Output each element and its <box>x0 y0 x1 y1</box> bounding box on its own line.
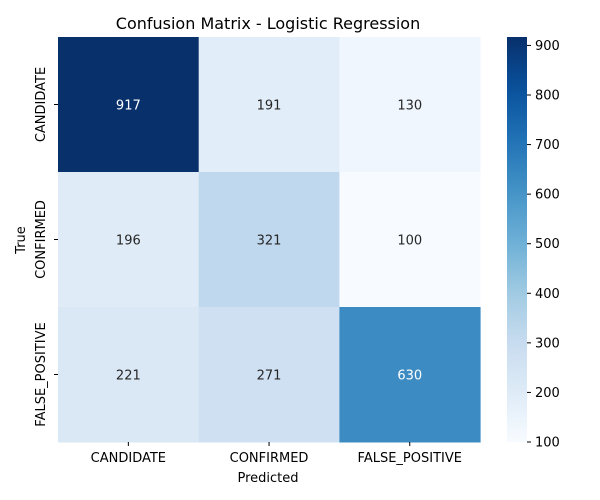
colorbar-tick-label: 900 <box>535 39 560 54</box>
x-axis-ticks: CANDIDATE CONFIRMED FALSE_POSITIVE <box>91 442 462 466</box>
y-axis-label: True <box>14 226 29 255</box>
cell-value-label: 221 <box>116 369 141 384</box>
x-tick-label: CONFIRMED <box>230 451 309 466</box>
colorbar-tick-label: 100 <box>535 436 560 451</box>
heatmap-cell <box>339 37 481 173</box>
cell-value-label: 271 <box>257 369 282 384</box>
cell-value-label: 196 <box>116 234 141 249</box>
chart-title: Confusion Matrix - Logistic Regression <box>116 14 420 33</box>
cell-value-label: 100 <box>397 234 422 249</box>
colorbar-tick-label: 400 <box>535 287 560 302</box>
cell-value-label: 321 <box>257 234 282 249</box>
heatmap-cell-labels: 917 191 130 196 321 100 221 271 630 <box>116 99 422 384</box>
heatmap-cells <box>58 37 481 443</box>
colorbar-tick-label: 800 <box>535 88 560 103</box>
colorbar-tick-label: 500 <box>535 237 560 252</box>
cell-value-label: 191 <box>257 99 282 114</box>
heatmap-cell <box>198 37 340 173</box>
heatmap-cell <box>339 307 481 443</box>
heatmap-cell <box>198 172 340 308</box>
x-tick-label: CANDIDATE <box>91 451 166 466</box>
colorbar <box>507 37 527 442</box>
colorbar-tick-label: 700 <box>535 138 560 153</box>
heatmap-cell <box>198 307 340 443</box>
colorbar-tick-label: 600 <box>535 188 560 203</box>
cell-value-label: 917 <box>116 99 141 114</box>
cell-value-label: 130 <box>397 99 422 114</box>
y-tick-label: CONFIRMED <box>34 200 49 279</box>
heatmap-cell <box>58 37 200 173</box>
colorbar-tick-label: 200 <box>535 386 560 401</box>
cell-value-label: 630 <box>397 369 422 384</box>
heatmap-cell <box>339 172 481 308</box>
y-tick-label: CANDIDATE <box>34 67 49 142</box>
heatmap-cell <box>58 172 200 308</box>
colorbar-tick-label: 300 <box>535 336 560 351</box>
colorbar-ticks: 100 200 300 400 500 600 700 800 900 <box>527 39 560 451</box>
x-tick-label: FALSE_POSITIVE <box>358 451 462 466</box>
heatmap-cell <box>58 307 200 443</box>
y-tick-label: FALSE_POSITIVE <box>34 322 49 426</box>
x-axis-label: Predicted <box>237 471 298 486</box>
y-axis-ticks: CANDIDATE CONFIRMED FALSE_POSITIVE <box>34 67 58 427</box>
